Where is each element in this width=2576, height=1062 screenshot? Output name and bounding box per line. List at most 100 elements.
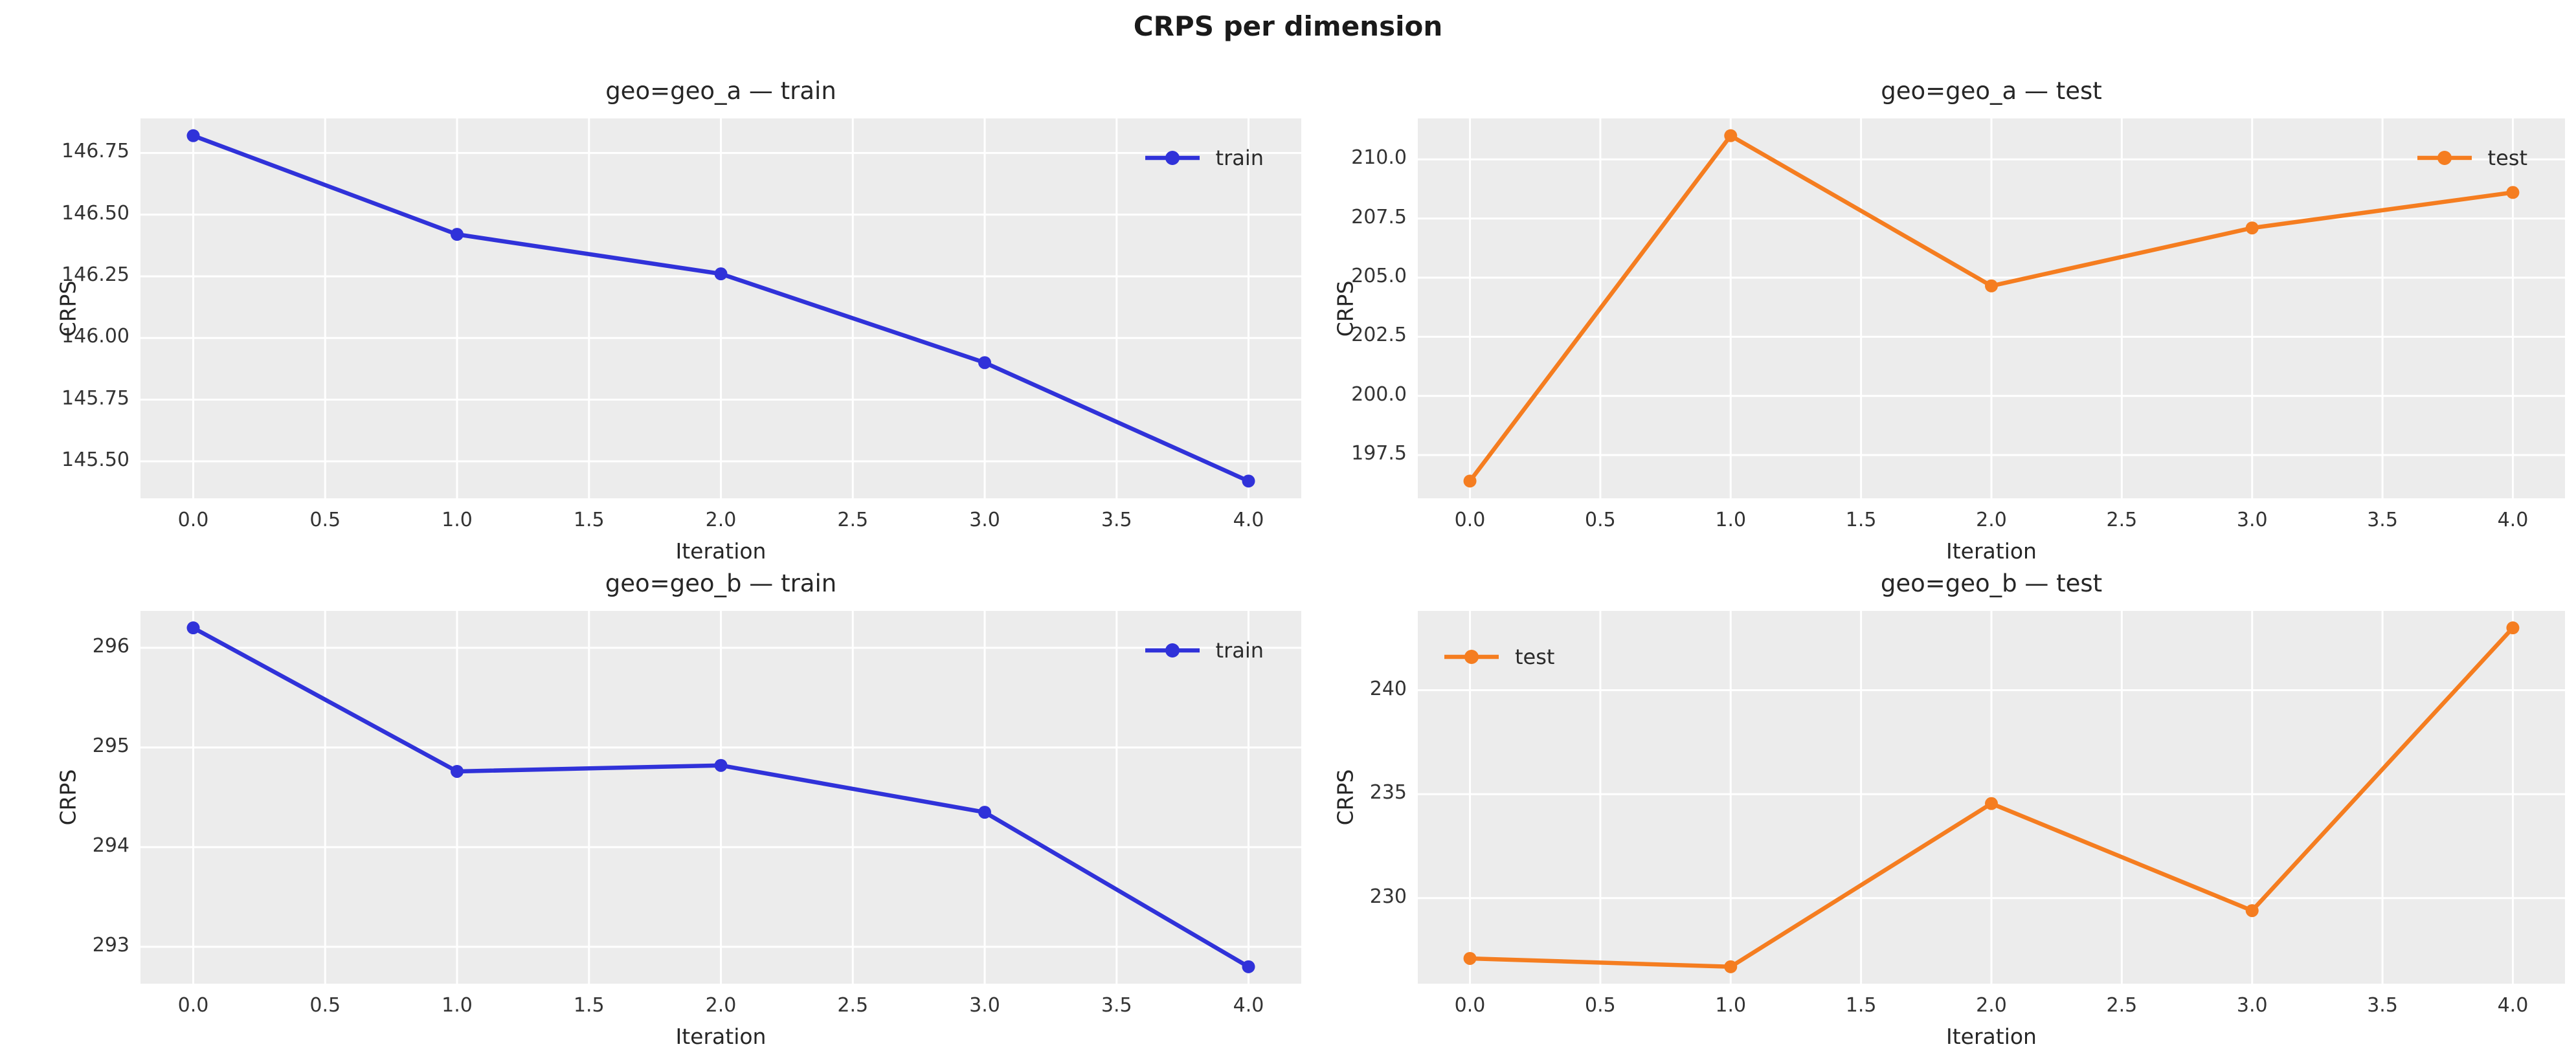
x-tick-label: 3.5	[1101, 509, 1132, 531]
y-axis-label: CRPS	[55, 280, 81, 337]
data-point	[2245, 221, 2259, 235]
y-tick-label: 146.25	[62, 263, 129, 286]
data-point	[978, 806, 991, 819]
x-tick-label: 0.0	[1454, 509, 1486, 531]
x-tick-label: 3.5	[1101, 994, 1132, 1017]
data-point	[1463, 951, 1477, 965]
x-tick-label: 1.0	[442, 509, 473, 531]
legend: test	[1442, 645, 1554, 669]
y-tick-label: 146.75	[62, 140, 129, 163]
y-tick-label: 296	[92, 634, 129, 658]
x-tick-label: 0.5	[309, 509, 341, 531]
data-point	[2506, 186, 2520, 199]
y-axis-label: CRPS	[1332, 769, 1358, 826]
subplot-title: geo=geo_b — test	[1880, 570, 2103, 597]
data-point	[714, 758, 728, 772]
x-tick-label: 1.5	[1845, 994, 1877, 1017]
x-tick-label: 1.0	[442, 994, 473, 1017]
plot-canvas	[1418, 118, 2565, 498]
data-point	[714, 267, 728, 281]
data-point	[978, 356, 991, 370]
y-tick-label: 205.0	[1351, 264, 1407, 287]
plot-canvas	[140, 611, 1301, 984]
x-tick-label: 0.0	[177, 509, 209, 531]
legend-line-sample	[2417, 151, 2472, 165]
x-tick-label: 2.0	[1976, 509, 2007, 531]
x-tick-label: 1.5	[573, 994, 605, 1017]
y-tick-label: 200.0	[1351, 382, 1407, 406]
x-axis-label: Iteration	[1946, 1024, 2037, 1049]
legend-label: train	[1215, 638, 1264, 663]
figure-title: CRPS per dimension	[1133, 10, 1443, 42]
y-tick-label: 295	[92, 734, 129, 757]
x-tick-label: 1.5	[1845, 509, 1877, 531]
data-point	[1724, 960, 1738, 973]
y-tick-label: 293	[92, 934, 129, 957]
data-point	[1985, 797, 1998, 810]
x-tick-label: 1.0	[1715, 994, 1747, 1017]
y-axis-label: CRPS	[55, 769, 81, 826]
axes-area	[1418, 611, 2565, 984]
data-point	[1724, 129, 1738, 142]
x-tick-label: 4.0	[1233, 509, 1264, 531]
x-tick-label: 0.5	[1585, 509, 1616, 531]
x-tick-label: 1.0	[1715, 509, 1747, 531]
legend-line-sample	[1444, 650, 1499, 664]
y-tick-label: 240	[1369, 677, 1407, 700]
x-tick-label: 4.0	[2497, 994, 2529, 1017]
x-axis-label: Iteration	[675, 538, 767, 564]
plot-canvas	[1418, 611, 2565, 984]
x-tick-label: 3.0	[969, 994, 1000, 1017]
x-tick-label: 3.0	[2236, 509, 2268, 531]
subplot-title: geo=geo_a — test	[1881, 77, 2102, 105]
data-point	[186, 129, 200, 142]
y-tick-label: 146.50	[62, 201, 129, 225]
x-tick-label: 2.5	[2106, 994, 2138, 1017]
x-tick-label: 0.5	[309, 994, 341, 1017]
x-tick-label: 2.5	[2106, 509, 2138, 531]
data-point	[451, 228, 464, 241]
data-point	[2245, 904, 2259, 918]
axes-area	[1418, 118, 2565, 498]
x-tick-label: 0.0	[177, 994, 209, 1017]
x-axis-label: Iteration	[675, 1024, 767, 1049]
y-tick-label: 294	[92, 834, 129, 857]
data-point	[1242, 960, 1255, 973]
data-point	[1985, 279, 1998, 293]
legend: train	[1143, 638, 1264, 663]
y-tick-label: 145.50	[62, 448, 129, 471]
y-tick-label: 146.00	[62, 325, 129, 348]
x-tick-label: 2.0	[1976, 994, 2007, 1017]
legend-label: train	[1215, 146, 1264, 170]
x-tick-label: 2.5	[837, 994, 869, 1017]
x-tick-label: 0.0	[1454, 994, 1486, 1017]
plot-canvas	[140, 118, 1301, 498]
y-tick-label: 207.5	[1351, 205, 1407, 228]
x-tick-label: 1.5	[573, 509, 605, 531]
x-tick-label: 4.0	[1233, 994, 1264, 1017]
y-tick-label: 202.5	[1351, 324, 1407, 347]
x-tick-label: 3.5	[2367, 509, 2398, 531]
x-tick-label: 3.5	[2367, 994, 2398, 1017]
legend-line-sample	[1145, 151, 1200, 165]
y-tick-label: 197.5	[1351, 442, 1407, 465]
legend: train	[1143, 146, 1264, 170]
x-tick-label: 2.5	[837, 509, 869, 531]
x-tick-label: 4.0	[2497, 509, 2529, 531]
x-tick-label: 2.0	[705, 994, 737, 1017]
y-tick-label: 235	[1369, 781, 1407, 804]
axes-area	[140, 611, 1301, 984]
data-point	[2506, 621, 2520, 635]
x-tick-label: 3.0	[969, 509, 1000, 531]
x-tick-label: 0.5	[1585, 994, 1616, 1017]
legend: test	[2415, 146, 2527, 170]
data-point	[1242, 474, 1255, 488]
legend-label: test	[2487, 146, 2527, 170]
subplot-title: geo=geo_a — train	[605, 77, 836, 105]
x-tick-label: 2.0	[705, 509, 737, 531]
y-axis-label: CRPS	[1332, 280, 1358, 337]
data-point	[186, 621, 200, 635]
legend-line-sample	[1145, 643, 1200, 658]
y-tick-label: 145.75	[62, 386, 129, 410]
